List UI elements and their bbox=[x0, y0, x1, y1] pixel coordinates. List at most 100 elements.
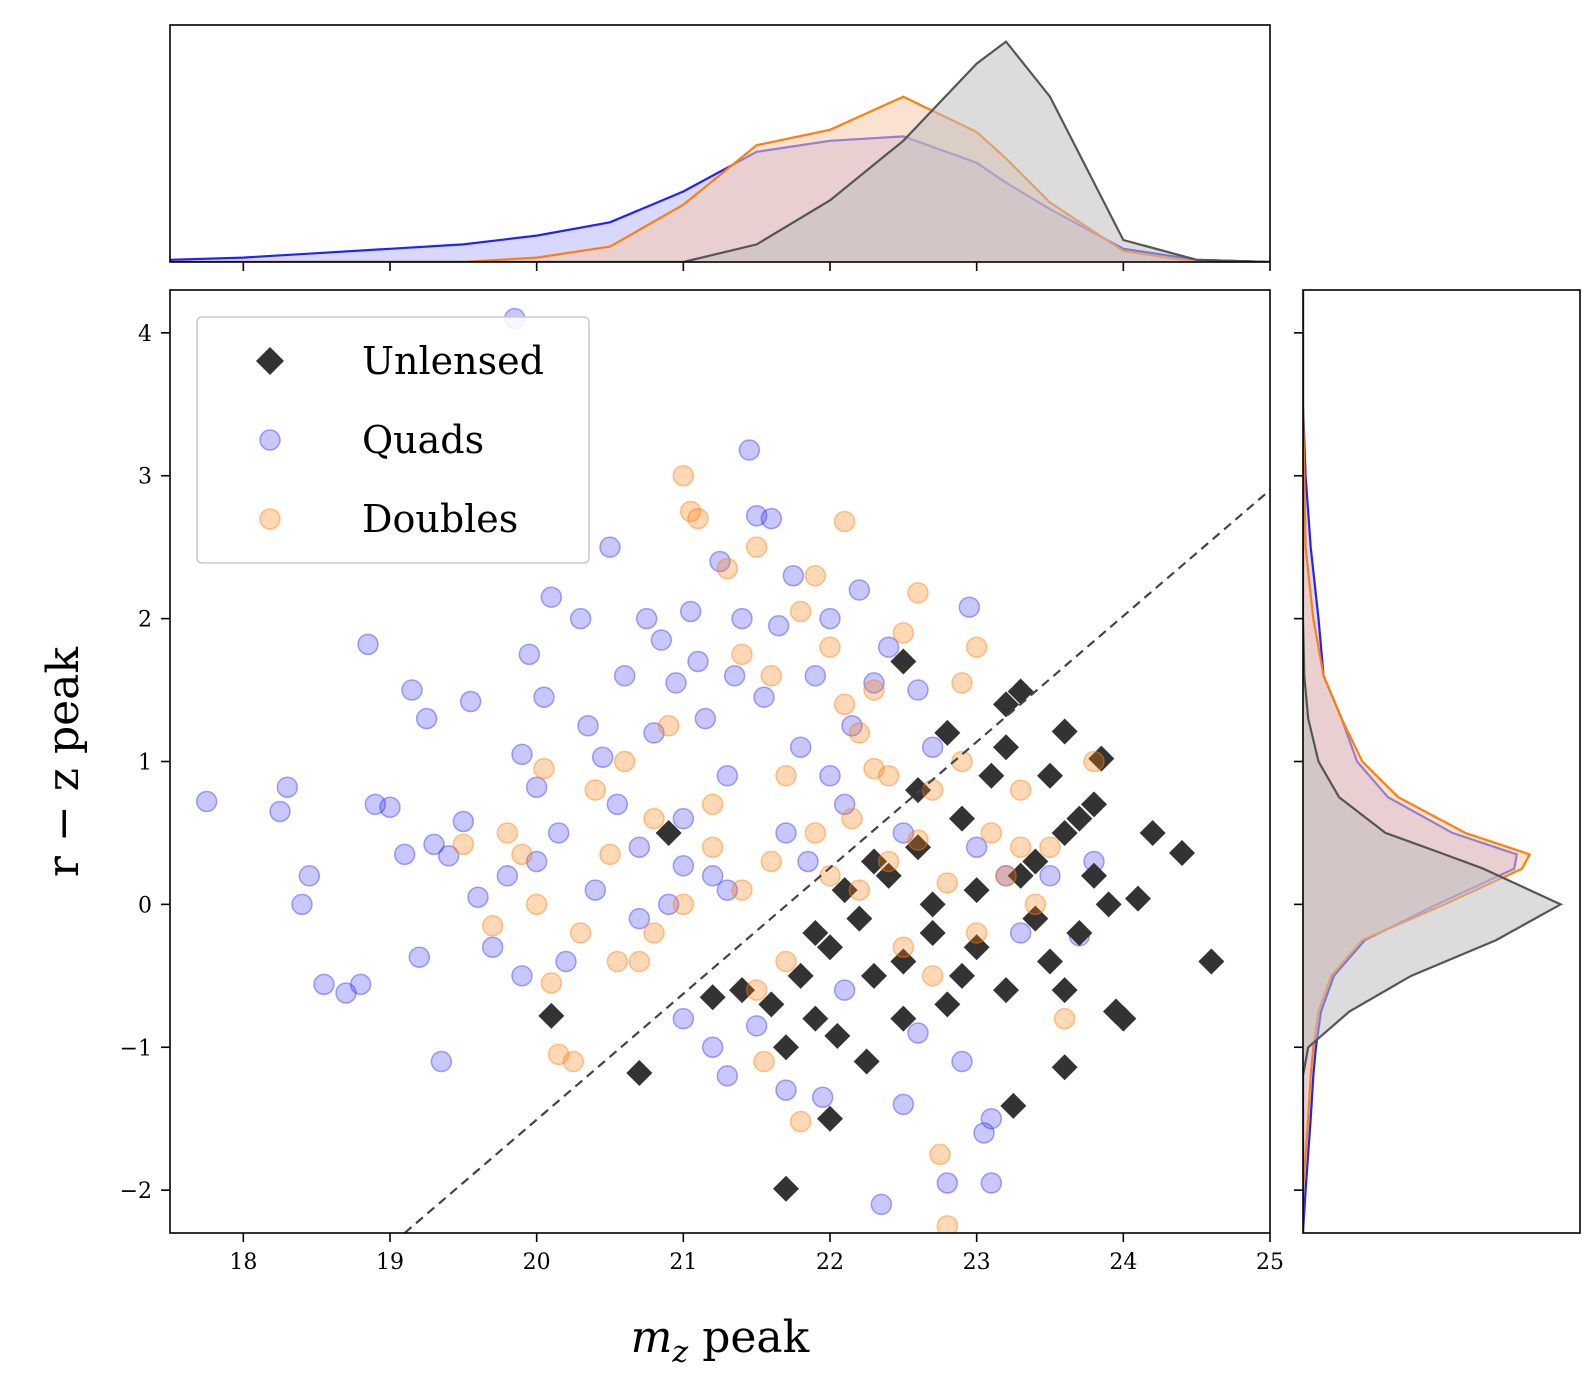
unlensed-point bbox=[538, 1002, 565, 1029]
y-tick-label: 4 bbox=[138, 322, 152, 347]
doubles-point bbox=[936, 872, 959, 894]
y-tick-label: 1 bbox=[138, 751, 152, 776]
doubles-point bbox=[584, 779, 607, 801]
doubles-point bbox=[613, 750, 636, 773]
quads-point bbox=[701, 1036, 724, 1059]
unlensed-point bbox=[1139, 819, 1166, 846]
x-tick-label: 21 bbox=[669, 1250, 697, 1275]
unlensed-point bbox=[1110, 1005, 1137, 1032]
quads-point bbox=[599, 536, 621, 558]
unlensed-point bbox=[773, 1034, 799, 1061]
doubles-point bbox=[525, 893, 548, 916]
unlensed-point bbox=[626, 1059, 653, 1086]
quads-point bbox=[848, 579, 871, 601]
quads-point bbox=[687, 650, 709, 673]
y-tick-label: −1 bbox=[120, 1036, 152, 1061]
y-tick-label: −2 bbox=[120, 1179, 152, 1204]
unlensed-point bbox=[831, 877, 858, 904]
quads-point bbox=[841, 715, 863, 737]
quads-point bbox=[819, 607, 841, 630]
quads-point bbox=[1009, 922, 1032, 944]
quads-point bbox=[276, 776, 299, 798]
quads-point bbox=[863, 672, 885, 694]
unlensed-point bbox=[890, 1005, 917, 1032]
doubles-point bbox=[775, 950, 797, 973]
x-tick-label: 19 bbox=[376, 1250, 404, 1275]
quads-point bbox=[672, 1007, 695, 1030]
quads-point bbox=[452, 810, 475, 833]
quads-point bbox=[364, 793, 387, 816]
quads-point bbox=[349, 973, 372, 996]
unlensed-point bbox=[890, 948, 917, 975]
quads-point bbox=[701, 865, 724, 887]
unlensed-point bbox=[1007, 678, 1034, 705]
legend-label-quads: Quads bbox=[362, 418, 484, 462]
doubles-point bbox=[643, 922, 665, 944]
doubles-point bbox=[804, 565, 827, 587]
quads-point bbox=[723, 665, 746, 687]
doubles-point bbox=[863, 679, 885, 701]
quads-point bbox=[525, 850, 548, 873]
quads-point bbox=[716, 1065, 739, 1087]
quads-point bbox=[877, 636, 900, 658]
unlensed-point bbox=[817, 934, 843, 961]
unlensed-point bbox=[846, 905, 873, 932]
top-density-line-unlensed bbox=[170, 40, 1270, 262]
quads-point bbox=[540, 586, 563, 608]
quads-point bbox=[195, 790, 218, 813]
doubles-point bbox=[951, 672, 973, 694]
quads-point bbox=[584, 879, 607, 901]
quads-point bbox=[1039, 865, 1061, 887]
doubles-point bbox=[951, 750, 973, 773]
quads-point bbox=[738, 439, 761, 461]
quads-point bbox=[525, 776, 548, 798]
quads-point bbox=[753, 686, 775, 708]
unlensed-point bbox=[758, 991, 785, 1018]
series-doubles bbox=[452, 464, 1105, 1233]
legend-box bbox=[196, 316, 590, 564]
unlensed-point bbox=[729, 977, 755, 1004]
quads-point bbox=[467, 886, 489, 908]
quads-point bbox=[745, 504, 768, 527]
y-tick-label: 0 bbox=[138, 893, 152, 918]
quads-point bbox=[804, 665, 827, 687]
quads-point bbox=[716, 765, 739, 787]
doubles-point bbox=[540, 972, 563, 994]
right-density-line-unlensed bbox=[1303, 290, 1564, 1233]
x-tick-label: 23 bbox=[963, 1250, 991, 1275]
doubles-point bbox=[995, 865, 1017, 887]
quads-point bbox=[980, 1172, 1003, 1194]
doubles-point bbox=[965, 922, 988, 944]
quads-point bbox=[958, 596, 981, 618]
unlensed-point bbox=[993, 977, 1019, 1004]
doubles-point bbox=[892, 936, 915, 958]
right-density-fill-unlensed bbox=[1303, 290, 1561, 1233]
quads-point bbox=[481, 936, 504, 958]
doubles-point bbox=[1009, 836, 1032, 858]
doubles-point bbox=[628, 950, 651, 973]
top-marginal-frame bbox=[169, 24, 1271, 263]
doubles-point bbox=[980, 822, 1003, 844]
doubles-point bbox=[511, 843, 533, 866]
separation-line bbox=[403, 489, 1270, 1233]
doubles-point bbox=[877, 850, 900, 873]
unlensed-point bbox=[1081, 862, 1107, 889]
quads-point bbox=[269, 800, 291, 823]
doubles-point bbox=[1039, 836, 1061, 858]
doubles-point bbox=[760, 665, 783, 687]
quads-point bbox=[767, 615, 790, 637]
unlensed-point bbox=[1169, 839, 1195, 866]
quads-point bbox=[907, 1022, 929, 1044]
doubles-point bbox=[907, 829, 929, 851]
quads-point bbox=[892, 822, 915, 844]
doubles-point bbox=[892, 622, 915, 644]
doubles-point bbox=[760, 850, 783, 873]
unlensed-point bbox=[1051, 1054, 1078, 1081]
y-axis-title: r − z peak bbox=[38, 647, 89, 877]
right-marginal-density bbox=[1294, 289, 1581, 1234]
doubles-point bbox=[775, 765, 797, 787]
quads-point bbox=[415, 707, 438, 730]
unlensed-point bbox=[919, 919, 946, 946]
quads-point bbox=[973, 1122, 995, 1144]
